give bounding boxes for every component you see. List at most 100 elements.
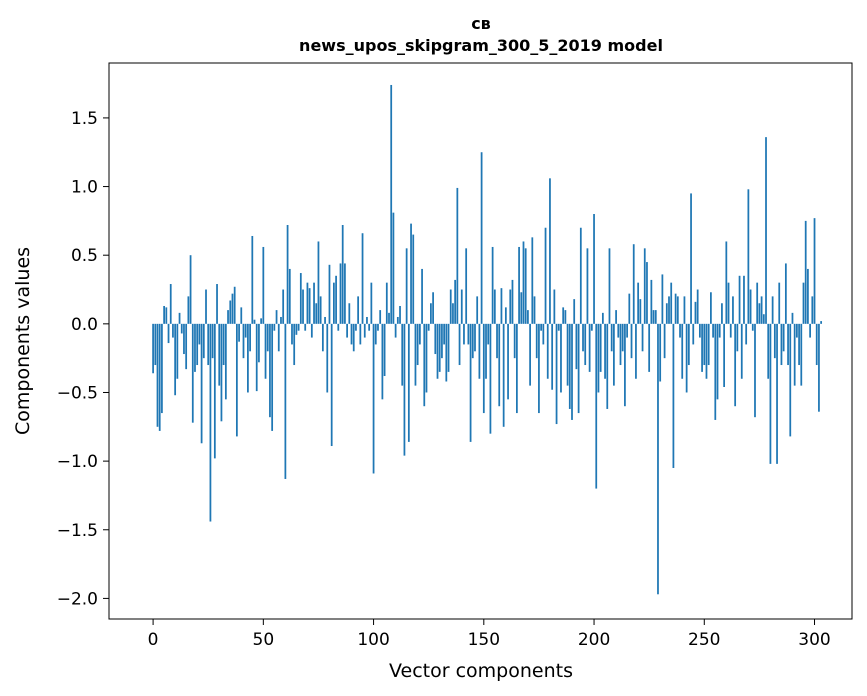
bar xyxy=(474,323,476,352)
bar xyxy=(624,323,626,407)
bar xyxy=(573,299,576,324)
y-tick-label: 1.0 xyxy=(71,178,98,198)
bar xyxy=(544,227,547,324)
bar xyxy=(396,316,399,324)
bar xyxy=(478,323,481,379)
bar xyxy=(359,323,362,345)
bar xyxy=(350,323,353,345)
bar-series xyxy=(152,84,823,595)
bar xyxy=(551,323,554,390)
bar xyxy=(423,323,426,407)
bar xyxy=(196,323,199,366)
bar xyxy=(760,296,763,324)
bar xyxy=(738,275,741,324)
bar xyxy=(194,323,196,372)
bar xyxy=(683,296,686,324)
bar xyxy=(183,323,185,355)
bar xyxy=(553,289,556,324)
bar xyxy=(441,323,443,359)
bar xyxy=(485,323,487,379)
bar xyxy=(707,323,710,366)
bar xyxy=(776,323,778,464)
bar xyxy=(606,323,609,409)
bar xyxy=(714,323,717,420)
bar xyxy=(626,323,628,338)
bar xyxy=(765,137,767,324)
bar xyxy=(330,323,333,447)
bar xyxy=(258,323,260,363)
bar xyxy=(504,307,507,324)
bar xyxy=(180,323,183,334)
bar xyxy=(767,323,770,379)
bar xyxy=(643,248,646,324)
y-tick-label: 1.5 xyxy=(71,109,98,129)
bar xyxy=(357,296,360,324)
bar xyxy=(432,292,434,324)
bar xyxy=(169,284,172,324)
bar xyxy=(229,300,232,324)
bar xyxy=(657,323,659,595)
bar xyxy=(811,296,814,324)
bar xyxy=(507,323,509,400)
bar xyxy=(637,282,640,324)
bar xyxy=(355,323,357,331)
bar xyxy=(346,323,348,338)
plot-frame xyxy=(108,62,853,620)
bar xyxy=(242,323,245,359)
bar xyxy=(758,303,761,324)
bar xyxy=(154,323,157,366)
bar xyxy=(513,323,516,359)
bar xyxy=(211,323,214,359)
bar xyxy=(255,323,258,392)
bar xyxy=(732,296,734,324)
bar xyxy=(718,323,721,338)
bar xyxy=(370,282,373,324)
bar xyxy=(665,303,668,324)
bar xyxy=(482,323,485,414)
bar xyxy=(729,323,732,338)
bar xyxy=(681,323,684,379)
bar xyxy=(454,279,457,324)
bar xyxy=(476,296,479,324)
bar xyxy=(646,262,648,324)
bar xyxy=(407,323,410,442)
bar xyxy=(535,323,538,359)
bar xyxy=(793,323,796,386)
bar xyxy=(390,84,393,324)
bar xyxy=(716,323,719,400)
bar xyxy=(471,323,474,359)
bar xyxy=(557,323,560,331)
bar xyxy=(670,282,673,324)
bar xyxy=(604,323,606,379)
bar xyxy=(610,323,613,352)
x-tick-label: 150 xyxy=(468,630,500,650)
bar xyxy=(308,288,311,324)
bar xyxy=(745,323,748,345)
bar xyxy=(366,316,368,324)
bar xyxy=(597,323,600,393)
bar xyxy=(333,282,335,324)
bar xyxy=(319,296,322,324)
bar xyxy=(207,323,210,366)
bar xyxy=(304,323,307,331)
bar xyxy=(262,246,265,324)
bar xyxy=(621,323,624,352)
bar xyxy=(480,152,483,324)
bar xyxy=(555,323,558,425)
bar xyxy=(703,323,706,366)
bar xyxy=(549,178,551,324)
bar xyxy=(780,323,783,366)
bar xyxy=(161,323,163,414)
x-tick-label: 0 xyxy=(148,630,159,650)
bar xyxy=(249,323,251,352)
bar xyxy=(546,323,549,379)
bar xyxy=(260,318,263,324)
bar xyxy=(654,310,657,324)
bar xyxy=(754,323,756,418)
bar xyxy=(650,279,653,324)
bar xyxy=(787,323,789,366)
bar xyxy=(352,323,355,352)
bar xyxy=(293,323,296,366)
bar xyxy=(820,321,823,324)
